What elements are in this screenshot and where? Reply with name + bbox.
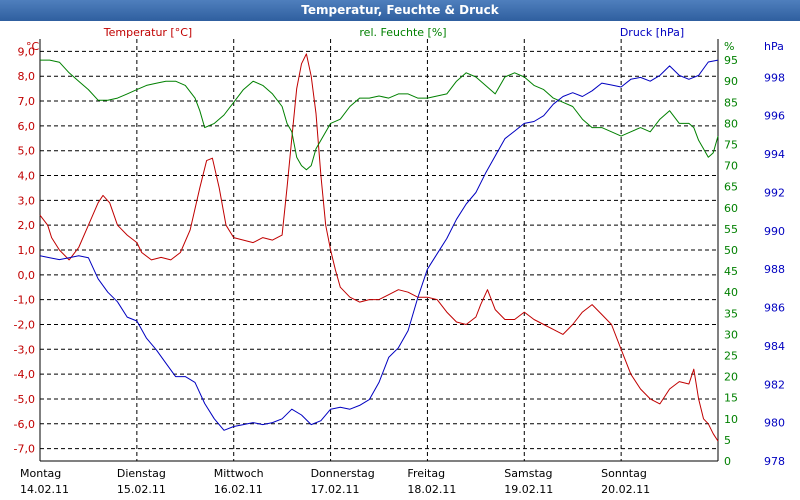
- x-tick-day: Dienstag: [117, 467, 166, 480]
- humidity-tick-label: 0: [724, 455, 731, 468]
- pressure-tick-label: 990: [764, 225, 785, 238]
- series-temperature: [39, 53, 719, 442]
- pressure-tick-label: 984: [764, 340, 785, 353]
- temperature-tick-label: 6,0: [18, 120, 36, 133]
- temperature-tick-label: 3,0: [18, 194, 36, 207]
- x-tick-day: Samstag: [504, 467, 552, 480]
- x-tick-date: 20.02.11: [601, 483, 650, 496]
- x-tick-date: 18.02.11: [407, 483, 456, 496]
- pressure-tick-label: 992: [764, 186, 785, 199]
- humidity-tick-label: 35: [724, 307, 738, 320]
- x-tick-date: 19.02.11: [504, 483, 553, 496]
- pressure-unit: hPa: [764, 40, 784, 53]
- humidity-tick-label: 25: [724, 350, 738, 363]
- temperature-tick-label: -5,0: [14, 393, 35, 406]
- series-line-pressure: [39, 59, 719, 431]
- humidity-tick-label: 30: [724, 328, 738, 341]
- temperature-tick-label: -4,0: [14, 368, 35, 381]
- humidity-tick-label: 70: [724, 160, 738, 173]
- temperature-tick-labels: 9,0 8,0 7,0 6,0 5,0 4,0 3,0 2,0 1,0 0,0 -1,0 -2,0 -3…: [14, 45, 35, 455]
- series-pressure: [39, 59, 719, 431]
- pressure-tick-label: 996: [764, 110, 785, 123]
- x-tick-day: Mittwoch: [214, 467, 264, 480]
- humidity-tick-label: 85: [724, 96, 738, 109]
- humidity-tick-label: 65: [724, 181, 738, 194]
- grid: [40, 39, 718, 461]
- weather-chart: 9,0 8,0 7,0 6,0 5,0 4,0 3,0 2,0 1,0 0,0 -1,0 -2,0 -3…: [14, 26, 785, 496]
- temperature-tick-label: 0,0: [18, 269, 36, 282]
- pressure-tick-label: 988: [764, 263, 785, 276]
- x-tick-date: 14.02.11: [20, 483, 69, 496]
- humidity-tick-label: 75: [724, 139, 738, 152]
- pressure-tick-label: 998: [764, 71, 785, 84]
- temperature-tick-label: -6,0: [14, 418, 35, 431]
- humidity-unit: %: [724, 40, 734, 53]
- humidity-tick-label: 15: [724, 392, 738, 405]
- temperature-tick-label: -7,0: [14, 443, 35, 456]
- x-tick-date: 15.02.11: [117, 483, 166, 496]
- humidity-tick-label: 40: [724, 286, 738, 299]
- pressure-axis-label: Druck [hPa]: [620, 26, 684, 39]
- temperature-tick-label: 4,0: [18, 170, 36, 183]
- pressure-tick-label: 980: [764, 417, 785, 430]
- temperature-tick-label: -2,0: [14, 318, 35, 331]
- plot-frame: [39, 39, 719, 462]
- humidity-tick-label: 80: [724, 117, 738, 130]
- temperature-unit: °C: [26, 40, 40, 53]
- temperature-tick-label: 7,0: [18, 95, 36, 108]
- temperature-tick-label: 8,0: [18, 70, 36, 83]
- x-tick-labels: Montag 14.02.11 Dienstag 15.02.11 Mittwoch 16…: [20, 467, 650, 496]
- humidity-tick-label: 55: [724, 223, 738, 236]
- humidity-tick-label: 5: [724, 434, 731, 447]
- x-tick-day: Montag: [20, 467, 61, 480]
- humidity-tick-label: 20: [724, 371, 738, 384]
- pressure-tick-labels: 998 996 994 992 990 988 986 984 982 980 978: [764, 71, 785, 468]
- humidity-tick-label: 60: [724, 202, 738, 215]
- humidity-tick-label: 90: [724, 75, 738, 88]
- temperature-tick-label: 5,0: [18, 145, 36, 158]
- pressure-tick-label: 994: [764, 148, 785, 161]
- window-title: Temperatur, Feuchte & Druck: [0, 0, 800, 21]
- x-tick-day: Donnerstag: [311, 467, 375, 480]
- temperature-axis-label: Temperatur [°C]: [103, 26, 192, 39]
- humidity-axis-label: rel. Feuchte [%]: [359, 26, 446, 39]
- series-humidity: [40, 59, 719, 171]
- series-line-humidity: [40, 59, 719, 171]
- temperature-tick-label: 9,0: [18, 45, 36, 58]
- x-tick-date: 16.02.11: [214, 483, 263, 496]
- x-tick-day: Sonntag: [601, 467, 647, 480]
- temperature-tick-label: -1,0: [14, 294, 35, 307]
- pressure-tick-label: 982: [764, 378, 785, 391]
- temperature-tick-label: 1,0: [18, 244, 36, 257]
- series-line-temperature: [39, 53, 719, 442]
- x-tick-day: Freitag: [407, 467, 445, 480]
- temperature-tick-label: -3,0: [14, 343, 35, 356]
- humidity-tick-label: 10: [724, 413, 738, 426]
- humidity-tick-label: 95: [724, 54, 738, 67]
- humidity-tick-label: 50: [724, 244, 738, 257]
- pressure-tick-label: 978: [764, 455, 785, 468]
- x-tick-date: 17.02.11: [311, 483, 360, 496]
- pressure-tick-label: 986: [764, 302, 785, 315]
- temperature-tick-label: 2,0: [18, 219, 36, 232]
- humidity-tick-label: 45: [724, 265, 738, 278]
